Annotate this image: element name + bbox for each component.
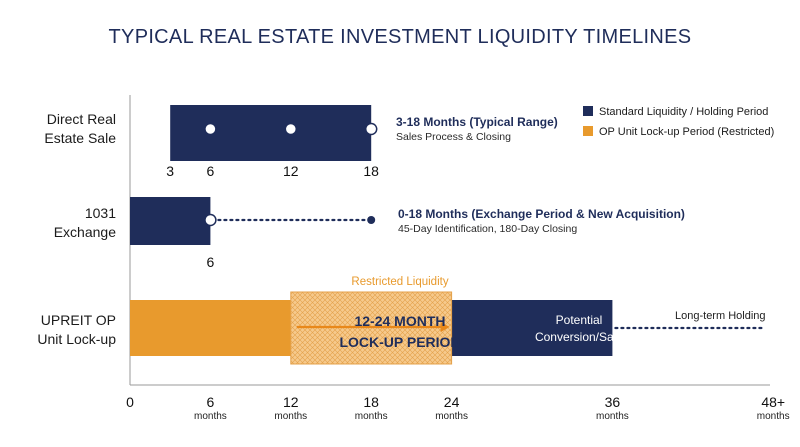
legend-label: Standard Liquidity / Holding Period	[599, 106, 769, 118]
bar-direct-sale	[170, 105, 372, 161]
row-tick-label: 6	[206, 163, 215, 179]
lockup-period-label: 12-24 MONTH LOCK-UP PERIOD	[310, 311, 490, 353]
row-tick-label: 6	[206, 254, 215, 270]
x-tick-unit: months	[354, 411, 388, 422]
legend-label: OP Unit Lock-up Period (Restricted)	[599, 126, 775, 138]
lockup-label-line: 12-24 MONTH	[354, 313, 446, 329]
long-term-holding-label: Long-term Holding	[675, 310, 766, 322]
x-tick-label: 36	[604, 394, 621, 410]
point-marker	[204, 122, 217, 136]
point-marker	[204, 213, 217, 227]
point-marker	[284, 122, 298, 136]
potential-label-line: Conversion/Sale	[534, 330, 624, 344]
legend-item-standard: Standard Liquidity / Holding Period	[583, 106, 768, 118]
lockup-label-line: LOCK-UP PERIOD	[339, 334, 461, 350]
point-marker-end	[367, 216, 376, 224]
potential-label-line: Potential	[555, 313, 603, 327]
x-tick-label: 6	[206, 394, 215, 410]
x-tick-unit: months	[595, 411, 629, 422]
restricted-liquidity-label: Restricted Liquidity	[351, 276, 449, 288]
row-tick-label: 18	[363, 163, 379, 179]
x-tick-unit: months	[435, 411, 468, 422]
bar-segment-holding	[451, 300, 613, 356]
annotation-1031-sub: 45-Day Identification, 180-Day Closing	[398, 223, 578, 235]
row-label-line: Exchange	[53, 224, 116, 240]
chart-title: TYPICAL REAL ESTATE INVESTMENT LIQUIDITY…	[108, 26, 692, 48]
row-label-direct-sale: Direct Real Estate Sale	[20, 110, 116, 148]
x-tick-unit: months	[274, 411, 308, 422]
row-label-1031-exchange: 1031 Exchange	[20, 204, 116, 242]
row-label-line: Estate Sale	[44, 130, 116, 146]
x-tick-label: 24	[443, 394, 460, 410]
legend-swatch-navy	[583, 106, 593, 116]
row-label-line: UPREIT OP	[40, 312, 116, 328]
bar-1031-exchange	[130, 197, 211, 245]
x-tick-label: 48+	[761, 394, 786, 410]
row-tick-label: 12	[283, 163, 299, 179]
row-tick-label: 3	[166, 163, 175, 179]
row-label-upreit: UPREIT OP Unit Lock-up	[10, 311, 116, 349]
x-tick-label: 0	[126, 394, 134, 410]
row-label-line: Direct Real	[46, 111, 116, 127]
row-label-line: 1031	[84, 205, 116, 221]
x-tick-unit: months	[193, 411, 227, 422]
legend-swatch-orange	[583, 126, 593, 136]
annotation-direct-sale-sub: Sales Process & Closing	[396, 131, 511, 143]
lockup-arrow-head	[440, 322, 450, 332]
x-tick-unit: months	[756, 411, 790, 422]
x-tick-label: 12	[283, 394, 299, 410]
legend-item-lockup: OP Unit Lock-up Period (Restricted)	[583, 126, 774, 138]
annotation-1031-main: 0-18 Months (Exchange Period & New Acqui…	[398, 207, 685, 221]
x-tick-label: 18	[363, 394, 379, 410]
annotation-direct-sale-main: 3-18 Months (Typical Range)	[396, 115, 558, 129]
potential-conversion-label: Potential Conversion/Sale	[490, 312, 668, 346]
point-marker	[364, 122, 378, 136]
row-label-line: Unit Lock-up	[37, 331, 116, 347]
